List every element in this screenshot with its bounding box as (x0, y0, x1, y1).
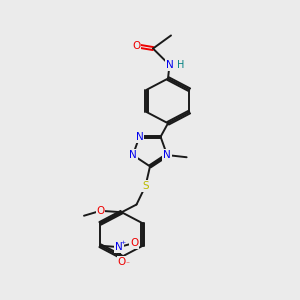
Text: N: N (163, 150, 171, 160)
Text: O: O (118, 257, 126, 267)
Text: H: H (177, 60, 184, 70)
Text: ⁻: ⁻ (125, 259, 129, 268)
Text: +: + (120, 240, 125, 245)
Text: N: N (166, 60, 173, 70)
Text: S: S (142, 181, 149, 191)
Text: O: O (132, 41, 141, 51)
Text: O: O (96, 206, 105, 216)
Text: N: N (129, 150, 137, 160)
Text: N: N (115, 242, 123, 252)
Text: O: O (130, 238, 139, 248)
Text: N: N (136, 132, 143, 142)
